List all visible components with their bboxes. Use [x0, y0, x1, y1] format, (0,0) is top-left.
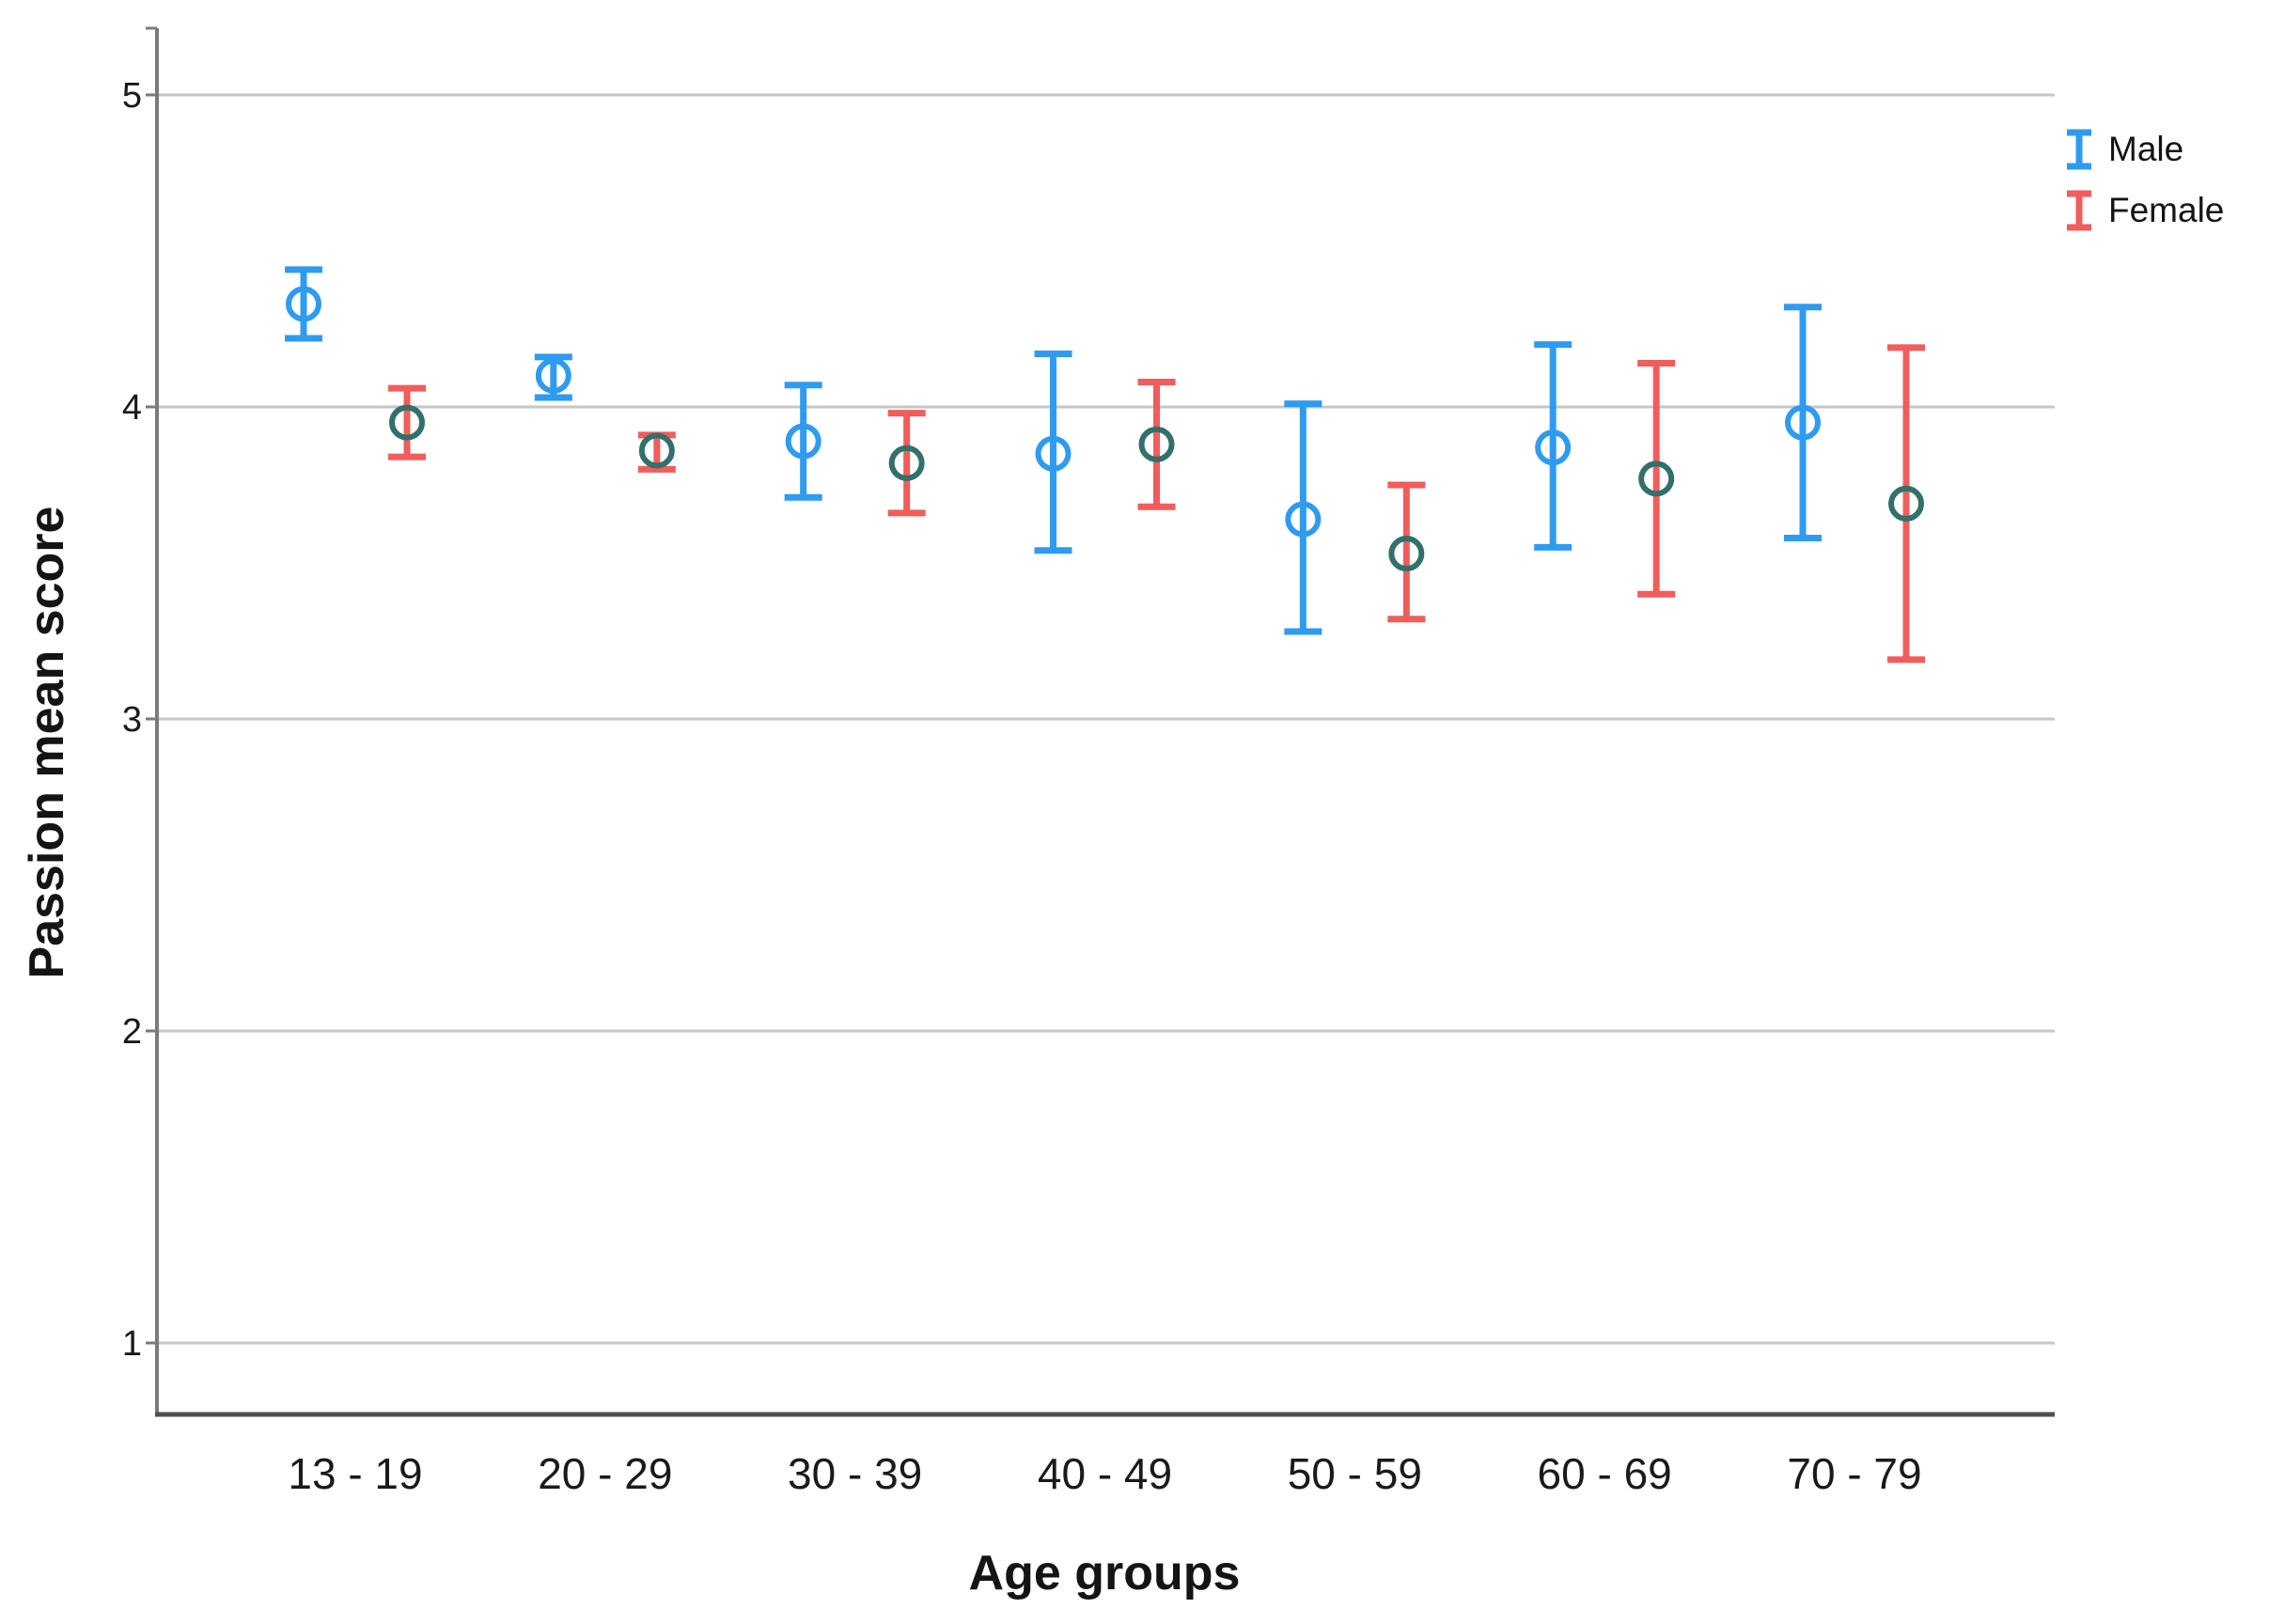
y-tick-label-5: 5 [122, 76, 142, 116]
legend: Male Female [2064, 128, 2224, 231]
mean-marker [286, 286, 321, 322]
y-tick-label-2: 2 [122, 1012, 142, 1052]
gridline-layer [157, 93, 2055, 1345]
legend-label-female: Female [2108, 191, 2225, 229]
errorbar-male-13-19 [285, 266, 322, 342]
mean-marker [888, 445, 925, 481]
x-tick-label-6: 60 - 69 [1538, 1449, 1672, 1498]
mean-marker [785, 423, 822, 460]
errorbar-male-40-49 [1034, 351, 1072, 554]
mean-marker [638, 432, 675, 469]
x-tick-label-5: 50 - 59 [1288, 1449, 1422, 1498]
mean-marker [1035, 435, 1072, 472]
legend-item-female: Female [2064, 189, 2224, 231]
mean-marker [1785, 404, 1821, 441]
x-tick-label-2: 20 - 29 [538, 1449, 672, 1498]
axis-layer [146, 26, 2055, 1417]
errorbar-male-70-79 [1784, 304, 1822, 541]
legend-item-male: Male [2064, 128, 2224, 170]
errorbar-male-60-69 [1534, 341, 1573, 551]
errorbar-female-20-29 [637, 431, 676, 473]
mean-marker [1535, 429, 1572, 466]
mean-marker [1285, 501, 1322, 538]
errorbar-male-30-39 [784, 382, 822, 501]
tick-label-layer: 1 2 3 4 5 13 - 19 20 - 29 30 - 39 40 - 49 50 - 59… [122, 76, 1922, 1498]
errorbar-female-40-49 [1137, 378, 1176, 510]
x-tick-label-1: 13 - 19 [288, 1449, 422, 1498]
errorbar-female-30-39 [887, 410, 926, 517]
errorbar-layer [285, 266, 1925, 664]
errorbar-male-20-29 [534, 353, 572, 401]
mean-marker [535, 357, 571, 394]
errorbar-female-50-59 [1387, 481, 1426, 623]
legend-label-male: Male [2108, 130, 2184, 168]
x-axis-title: Age groups [968, 1546, 1241, 1601]
male-errorbar-icon [2067, 129, 2091, 169]
errorbar-female-70-79 [1887, 344, 1925, 664]
y-axis-title: Passion mean score [20, 506, 74, 979]
female-errorbar-icon [2067, 190, 2091, 230]
y-tick-label-1: 1 [122, 1324, 142, 1364]
x-tick-label-4: 40 - 49 [1038, 1449, 1172, 1498]
errorbar-male-50-59 [1284, 400, 1322, 635]
errorbar-female-13-19 [388, 384, 426, 461]
y-tick-label-4: 4 [122, 388, 142, 428]
errorbar-female-60-69 [1637, 360, 1676, 598]
y-tick-label-3: 3 [122, 700, 142, 740]
mean-marker [1638, 461, 1675, 497]
x-tick-label-3: 30 - 39 [788, 1449, 922, 1498]
mean-marker [1888, 485, 1924, 522]
mean-marker [1388, 536, 1425, 572]
mean-marker [389, 404, 425, 441]
x-tick-label-7: 70 - 79 [1787, 1449, 1921, 1498]
mean-marker [1138, 426, 1175, 462]
